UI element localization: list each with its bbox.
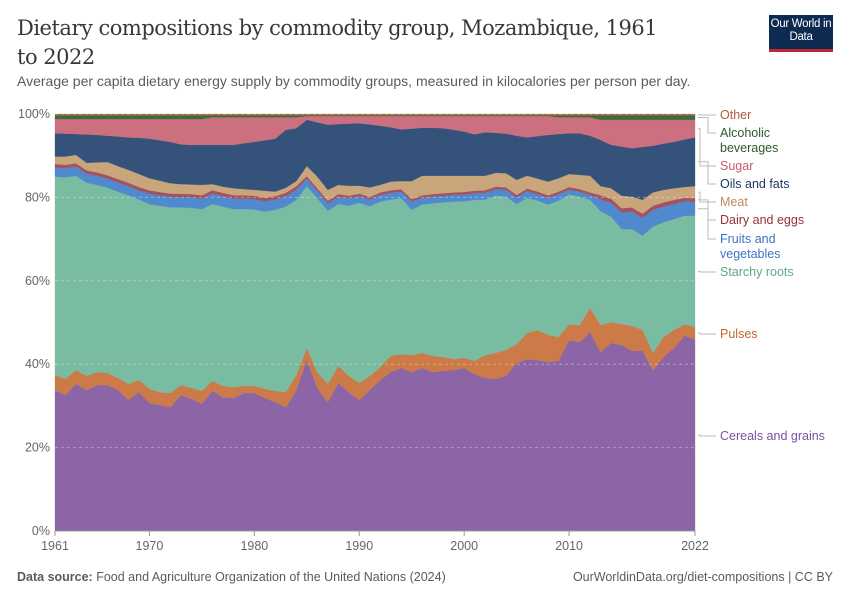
- legend-label-other: Other: [720, 108, 751, 122]
- data-source: Data source: Food and Agriculture Organi…: [17, 570, 446, 584]
- legend-label-oils-and-fats: Oils and fats: [720, 177, 789, 191]
- legend-connector: [698, 117, 716, 134]
- legend-label-line: Cereals and grains: [720, 429, 825, 443]
- legend-label-line: Alcoholic: [720, 126, 770, 140]
- area-other: [54, 113, 696, 116]
- legend-label-fruits-and-vegetables: Fruits and vegetables: [720, 232, 780, 261]
- y-tick-label: 0%: [32, 524, 50, 538]
- y-tick-label: 80%: [25, 190, 50, 204]
- legend-label-dairy-and-eggs: Dairy and eggs: [720, 213, 804, 227]
- chart-subtitle: Average per capita dietary energy supply…: [17, 73, 691, 89]
- x-tick-label: 2022: [681, 539, 709, 553]
- legend-connector: [698, 208, 716, 240]
- legend-label-line: vegetables: [720, 247, 780, 261]
- x-tick-label: 2010: [555, 539, 583, 553]
- legend-connector: [698, 434, 716, 437]
- legend-connector: [698, 199, 716, 221]
- legend-label-pulses: Pulses: [720, 327, 758, 341]
- chart-url[interactable]: OurWorldinData.org/diet-compositions | C…: [572, 570, 833, 584]
- legend-label-line: Starchy roots: [720, 265, 794, 279]
- x-tick-label: 2000: [450, 539, 478, 553]
- legend-label-line: Fruits and: [720, 232, 776, 246]
- owid-logo[interactable]: Our World in Data: [769, 15, 833, 52]
- legend-label-line: Meat: [720, 195, 748, 209]
- chart-title: Dietary compositions by commodity group,…: [17, 16, 658, 69]
- legend-label-line: Oils and fats: [720, 177, 789, 191]
- legend-label-meat: Meat: [720, 195, 748, 209]
- legend-label-line: Sugar: [720, 159, 753, 173]
- legend-label-line: Other: [720, 108, 751, 122]
- x-tick-label: 1980: [240, 539, 268, 553]
- y-tick-label: 100%: [18, 107, 50, 121]
- legend-label-starchy-roots: Starchy roots: [720, 265, 794, 279]
- y-tick-label: 20%: [25, 441, 50, 455]
- x-tick-label: 1970: [136, 539, 164, 553]
- legend-connector: [698, 161, 716, 185]
- legend-connector: [698, 332, 716, 335]
- legend-connector: [698, 128, 716, 167]
- legend-label-alcoholic-beverages: Alcoholic beverages: [720, 126, 778, 155]
- legend-label-line: Pulses: [720, 327, 758, 341]
- legend-label-cereals-and-grains: Cereals and grains: [720, 429, 825, 443]
- legend-label-line: beverages: [720, 141, 778, 155]
- data-source-text: Food and Agriculture Organization of the…: [96, 570, 446, 584]
- y-tick-label: 40%: [25, 357, 50, 371]
- legend-label-sugar: Sugar: [720, 159, 753, 173]
- x-tick-label: 1990: [345, 539, 373, 553]
- legend-connector: [698, 270, 716, 273]
- legend-label-line: Dairy and eggs: [720, 213, 804, 227]
- data-source-label: Data source:: [17, 570, 93, 584]
- x-tick-label: 1961: [41, 539, 69, 553]
- legend-connector: [698, 191, 716, 203]
- y-tick-label: 60%: [25, 274, 50, 288]
